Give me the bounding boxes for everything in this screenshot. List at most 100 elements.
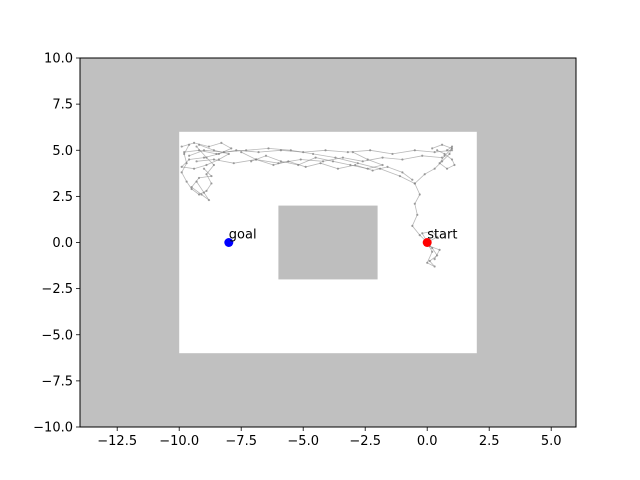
path-node — [197, 176, 201, 180]
path-node — [445, 167, 449, 170]
explored-path — [432, 144, 456, 170]
path-node — [264, 154, 268, 157]
path-node — [205, 163, 208, 167]
x-tick-label: −10.0 — [159, 434, 199, 449]
path-node — [183, 152, 186, 156]
path-node — [351, 150, 354, 154]
y-tick-label: 5.0 — [52, 144, 73, 159]
path-node — [346, 150, 349, 154]
path-node — [210, 174, 213, 178]
path-node — [433, 258, 436, 261]
path-node — [202, 167, 206, 170]
path-node — [448, 152, 451, 156]
path-node — [413, 202, 416, 205]
path-node — [212, 149, 216, 152]
path-node — [418, 193, 421, 196]
path-node — [426, 261, 429, 264]
goal-label: goal — [229, 228, 257, 243]
path-node — [195, 145, 198, 148]
path-node — [453, 163, 456, 167]
x-tick-label: −2.5 — [349, 434, 381, 449]
start-point — [422, 238, 432, 247]
path-node — [450, 147, 454, 150]
path-node — [366, 158, 369, 161]
path-node — [324, 149, 327, 152]
path-node — [336, 167, 340, 170]
path-node — [180, 171, 183, 174]
path-node — [202, 156, 206, 159]
path-node — [436, 235, 439, 239]
path-node — [450, 149, 454, 152]
path-node — [440, 143, 444, 146]
path-node — [381, 163, 384, 167]
x-tick-label: −7.5 — [225, 434, 257, 449]
path-node — [299, 158, 302, 161]
path-node — [366, 167, 369, 170]
path-node — [369, 149, 372, 152]
path-node — [297, 163, 300, 167]
path-node — [272, 163, 275, 167]
explored-path — [191, 168, 213, 201]
path-node — [200, 193, 203, 196]
path-node — [421, 232, 424, 235]
y-tick-label: 10.0 — [44, 52, 73, 67]
path-node — [192, 167, 196, 170]
path-node — [321, 160, 325, 163]
path-node — [195, 180, 198, 183]
path-node — [190, 187, 193, 191]
path-node — [195, 160, 198, 163]
path-node — [212, 163, 216, 167]
path-node — [431, 250, 434, 253]
path-node — [433, 167, 436, 170]
path-node — [411, 178, 414, 181]
path-node — [202, 149, 206, 152]
path-node — [433, 265, 436, 268]
path-node — [232, 162, 235, 165]
path-node — [185, 180, 188, 183]
path-node — [418, 234, 421, 237]
path-node — [450, 158, 454, 161]
region-center-obstacle — [278, 205, 378, 280]
path-node — [413, 182, 416, 185]
path-node — [217, 152, 220, 156]
path-node — [180, 165, 183, 168]
path-node — [230, 147, 233, 150]
path-node — [401, 171, 404, 174]
path-node — [428, 259, 431, 263]
y-tick-label: −5.0 — [41, 328, 73, 343]
path-node — [436, 149, 439, 152]
path-node — [205, 173, 208, 176]
x-tick-label: −5.0 — [287, 434, 319, 449]
y-axis: 10.0 7.5 5.0 2.5 0.0 −2.5 −5.0 −7.5 −10.0 — [33, 52, 80, 436]
path-node — [421, 154, 424, 157]
path-node — [371, 169, 374, 172]
y-tick-label: −7.5 — [41, 374, 73, 389]
x-tick-label: 5.0 — [541, 434, 562, 449]
x-tick-label: −12.5 — [97, 434, 137, 449]
y-tick-label: 7.5 — [52, 98, 73, 113]
path-node — [381, 156, 384, 159]
path-node — [398, 174, 402, 178]
path-node — [190, 186, 193, 189]
path-node — [212, 158, 216, 161]
path-node — [188, 154, 191, 157]
y-tick-label: 0.0 — [52, 236, 73, 251]
path-node — [431, 230, 434, 233]
path-node — [227, 152, 230, 156]
path-node — [240, 150, 243, 154]
path-node — [341, 156, 344, 159]
path-node — [302, 150, 305, 154]
path-node — [416, 213, 419, 216]
plot-area: goal start — [80, 58, 576, 427]
path-node — [207, 145, 211, 148]
x-tick-label: 0.0 — [417, 434, 438, 449]
regions-layer — [80, 58, 576, 427]
path-node — [279, 149, 282, 152]
path-node — [197, 143, 201, 146]
x-axis: −12.5 −10.0 −7.5 −5.0 −2.5 0.0 2.5 5.0 — [97, 427, 562, 449]
path-node — [267, 147, 270, 150]
path-node — [304, 165, 307, 168]
path-node — [443, 154, 446, 157]
path-node — [192, 141, 196, 144]
